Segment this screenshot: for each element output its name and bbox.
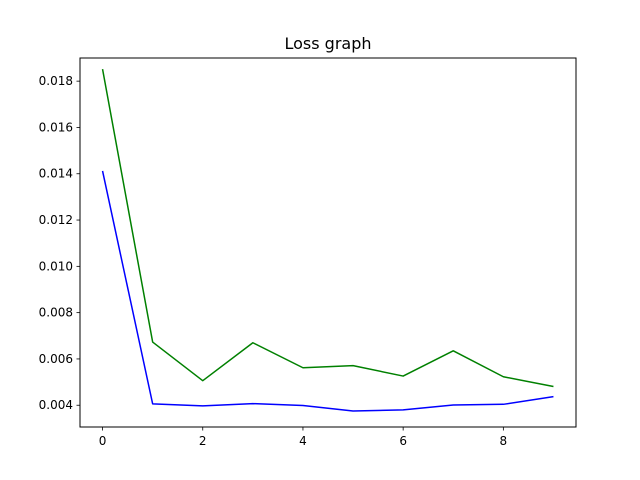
series-line-2 — [101, 68, 554, 388]
x-tick-label: 0 — [99, 434, 107, 448]
y-tick-label: 0.010 — [39, 259, 73, 273]
y-tick-label: 0.016 — [39, 120, 73, 134]
y-axis: 0.004 0.006 0.008 0.010 0.012 0.014 0.016 0.018 — [39, 74, 80, 412]
plot-background — [80, 58, 576, 427]
y-tick-label: 0.018 — [39, 74, 73, 88]
y-tick-label: 0.008 — [39, 306, 73, 320]
x-axis: 0 2 4 6 8 — [99, 427, 507, 448]
y-tick-label: 0.004 — [39, 398, 73, 412]
chart-title: Loss graph — [284, 34, 371, 53]
x-tick-label: 6 — [399, 434, 407, 448]
x-tick-label: 8 — [500, 434, 508, 448]
plot-frame — [79, 57, 577, 428]
series-layer — [101, 68, 554, 412]
y-tick-label: 0.006 — [39, 352, 73, 366]
x-tick-label: 2 — [199, 434, 207, 448]
y-tick-label: 0.012 — [39, 213, 73, 227]
y-tick-label: 0.014 — [39, 167, 73, 181]
series-line-1 — [101, 170, 554, 412]
x-tick-label: 4 — [299, 434, 307, 448]
